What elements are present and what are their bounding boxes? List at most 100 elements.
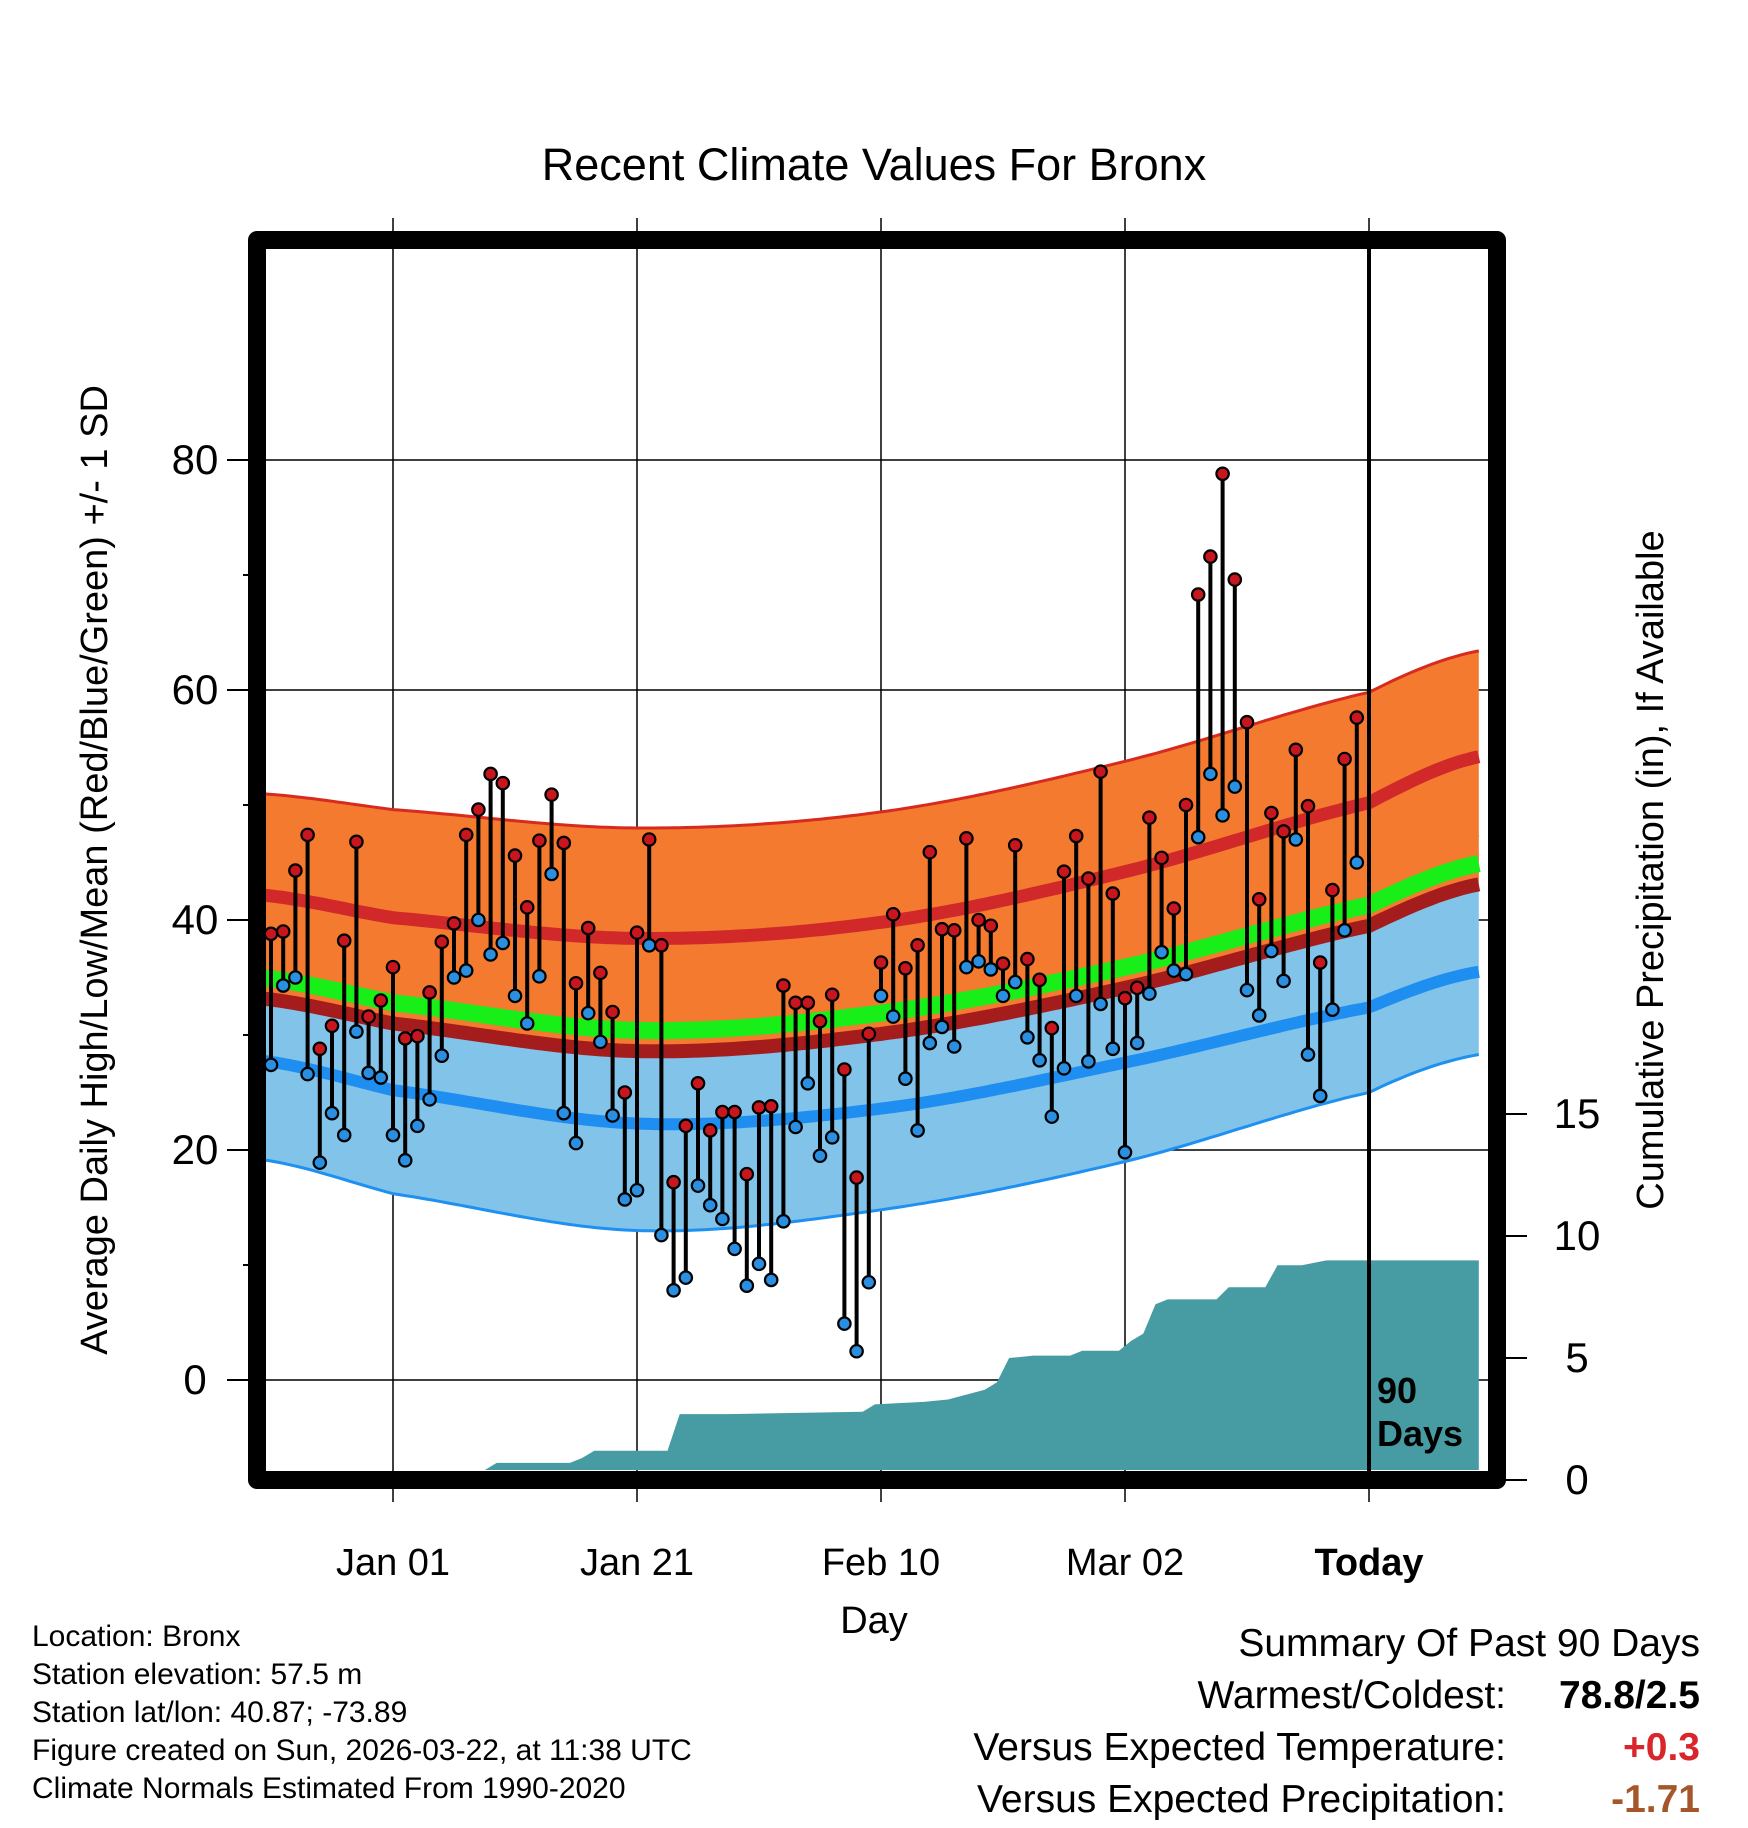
high-sd-upper-edge: [266, 649, 1480, 830]
daily-low-point: [702, 1197, 718, 1213]
daily-low-point: [434, 1048, 450, 1063]
daily-high-point: [288, 863, 303, 878]
daily-high-point: [397, 1031, 413, 1046]
daily-low-point: [324, 1105, 340, 1121]
warmest-coldest-value: 78.8/2.5: [1559, 1674, 1700, 1717]
daily-high-point: [1020, 951, 1035, 967]
latlon-text: Station lat/lon: 40.87; -73.89: [32, 1696, 408, 1729]
daily-high-point: [678, 1118, 694, 1134]
daily-low-point: [507, 988, 523, 1004]
daily-low-point: [519, 1016, 535, 1031]
daily-high-point: [1081, 871, 1096, 886]
daily-low-point: [1142, 986, 1157, 1001]
daily-high-point: [324, 1018, 340, 1034]
daily-low-point: [922, 1035, 938, 1051]
high-normal-line: [266, 750, 1481, 945]
daily-high-point: [702, 1123, 718, 1138]
daily-high-point: [654, 937, 669, 953]
daily-low-point: [580, 1005, 596, 1021]
x-tick-label: Jan 01: [336, 1542, 450, 1584]
daily-low-point: [1007, 974, 1023, 990]
daily-high-point: [666, 1174, 681, 1190]
daily-high-point: [800, 995, 816, 1011]
daily-values: [263, 466, 1365, 1359]
daily-low-point: [849, 1343, 864, 1359]
daily-low-point: [1093, 996, 1108, 1012]
precip-anomaly-label: Versus Expected Precipitation:: [977, 1778, 1506, 1821]
daily-high-point: [1276, 824, 1291, 839]
daily-high-point: [1068, 828, 1084, 844]
daily-high-point: [873, 955, 889, 970]
daily-low-point: [861, 1274, 877, 1290]
daily-high-point: [1142, 810, 1157, 825]
daily-low-point: [678, 1270, 694, 1285]
daily-high-point: [910, 937, 925, 953]
daily-high-point: [776, 978, 791, 993]
y2-tick-label: 10: [1554, 1212, 1601, 1259]
temp-anomaly-label: Versus Expected Temperature:: [973, 1726, 1506, 1769]
station-info: Location: Bronx Station elevation: 57.5 …: [32, 1618, 692, 1808]
y-tick-label: 40: [172, 896, 219, 943]
daily-high-point: [434, 934, 450, 950]
daily-low-point: [1178, 966, 1194, 982]
daily-low-point: [946, 1039, 962, 1054]
daily-low-point: [971, 954, 986, 969]
daily-low-point: [1325, 1002, 1340, 1017]
daily-low-point: [1239, 982, 1255, 998]
daily-high-point: [1190, 587, 1206, 602]
plot-border: [248, 231, 1506, 1489]
daily-high-point: [532, 833, 547, 848]
daily-high-point: [507, 848, 523, 863]
daily-low-point: [275, 978, 291, 993]
x-axis-title: Day: [840, 1600, 908, 1642]
daily-high-point: [580, 920, 596, 936]
daily-low-point: [763, 1272, 779, 1288]
daily-low-point: [824, 1130, 840, 1145]
daily-high-point: [593, 965, 608, 981]
daily-low-point: [1117, 1145, 1133, 1160]
daily-high-point: [617, 1085, 633, 1100]
daily-low-point: [885, 1009, 901, 1024]
daily-high-point: [483, 766, 498, 782]
daily-high-point: [1044, 1020, 1060, 1036]
daily-low-point: [1227, 779, 1243, 794]
daily-high-point: [971, 912, 986, 928]
y2-axis-title: Cumulative Precipitation (in), If Availa…: [1630, 530, 1672, 1209]
daily-low-point: [471, 912, 486, 928]
daily-high-point: [544, 787, 559, 802]
daily-high-point: [1105, 886, 1121, 901]
x-tick-label: Feb 10: [822, 1542, 940, 1584]
daily-low-point: [288, 970, 303, 985]
daily-high-point: [1264, 805, 1279, 821]
daily-high-point: [556, 835, 572, 851]
daily-high-point: [849, 1170, 864, 1185]
y-tick-label: 20: [172, 1126, 219, 1173]
daily-low-point: [654, 1227, 669, 1243]
daily-low-point: [629, 1182, 645, 1198]
precip-anomaly-value: -1.71: [1611, 1778, 1700, 1821]
summary-heading: Summary Of Past 90 Days: [1238, 1622, 1700, 1665]
daily-low-point: [568, 1135, 584, 1151]
daily-high-point: [763, 1099, 779, 1114]
daily-high-point: [1093, 764, 1108, 779]
x-tick-label: Jan 21: [580, 1542, 694, 1584]
daily-high-point: [837, 1062, 852, 1077]
daily-low-point: [873, 988, 889, 1004]
daily-low-point: [776, 1214, 791, 1229]
daily-low-point: [934, 1019, 950, 1035]
daily-low-point: [312, 1155, 328, 1170]
daily-high-point: [471, 802, 486, 817]
daily-low-point: [800, 1076, 816, 1091]
daily-high-point: [1117, 990, 1133, 1006]
daily-high-point: [885, 906, 901, 922]
daily-low-point: [336, 1127, 352, 1143]
daily-high-point: [275, 924, 291, 939]
y2-tick-label: 0: [1565, 1456, 1588, 1503]
daily-low-point: [1081, 1054, 1096, 1069]
chart-title: Recent Climate Values For Bronx: [542, 139, 1207, 190]
daily-high-point: [1349, 710, 1365, 725]
precip-area: [484, 1260, 1479, 1470]
y2-tick-label: 15: [1554, 1090, 1601, 1137]
x-tick-label: Today: [1314, 1542, 1423, 1584]
